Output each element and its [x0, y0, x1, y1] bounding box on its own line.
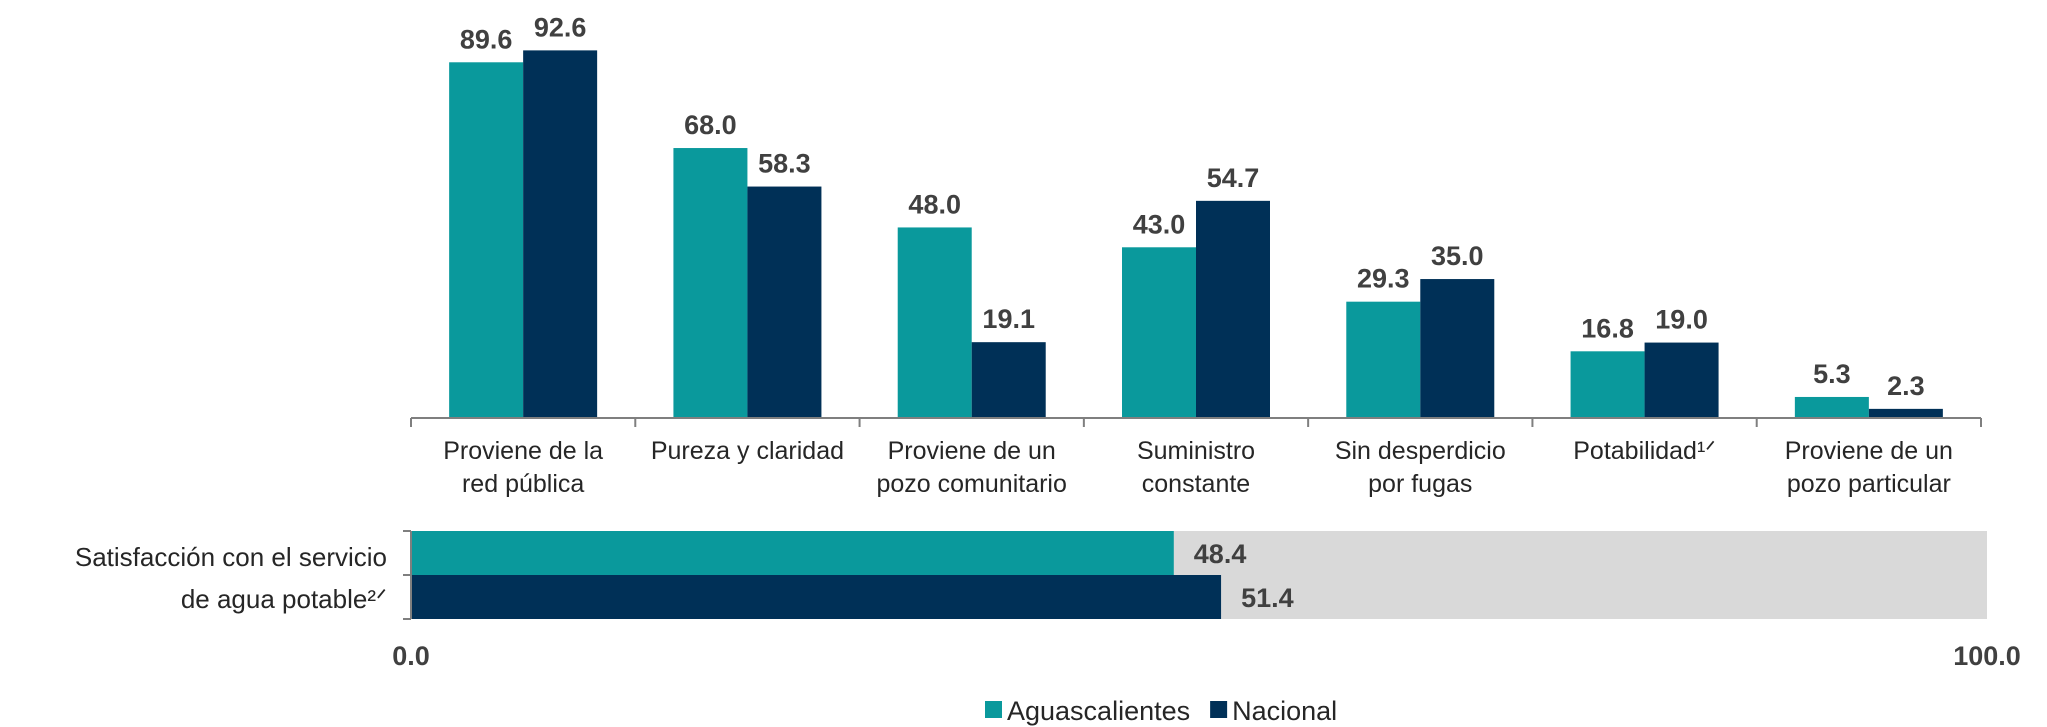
- bar: [897, 227, 972, 418]
- x-tick-label: Proviene de un pozo comunitario: [876, 437, 1067, 498]
- value-label: 5.3: [1813, 359, 1851, 389]
- bar: [1868, 408, 1943, 418]
- x-tick-label: Sin desperdicio por fugas: [1334, 437, 1506, 498]
- value-label: 51.4: [1241, 583, 1294, 613]
- bar: [449, 62, 524, 419]
- bar: [1346, 301, 1421, 418]
- bar: [1644, 342, 1719, 418]
- x-tick-label: 0.0: [392, 641, 430, 671]
- x-tick-label: Suministro constante: [1136, 437, 1256, 498]
- bar: [1196, 200, 1270, 418]
- x-tick-label: Pureza y claridad: [650, 437, 844, 465]
- x-tick-label: 100.0: [1953, 641, 2021, 671]
- bar: [747, 186, 822, 418]
- value-label: 19.1: [982, 304, 1035, 334]
- bar: [1122, 247, 1196, 418]
- value-label: 35.0: [1431, 241, 1484, 271]
- x-tick-label: Proviene de la red pública: [443, 437, 604, 498]
- legend-swatch: [985, 701, 1002, 718]
- legend-swatch: [1210, 701, 1228, 718]
- value-label: 2.3: [1887, 371, 1925, 401]
- bar: [1420, 279, 1495, 418]
- x-tick-label: Proviene de un pozo particular: [1784, 437, 1953, 498]
- value-label: 19.0: [1655, 305, 1708, 335]
- value-label: 16.8: [1581, 313, 1634, 343]
- bar: [523, 50, 598, 419]
- bar: [1570, 351, 1645, 418]
- value-label: 92.6: [534, 12, 587, 42]
- value-label: 48.4: [1194, 539, 1247, 569]
- value-label: 89.6: [460, 24, 513, 54]
- bar: [411, 575, 1222, 619]
- value-label: 54.7: [1207, 163, 1260, 193]
- x-tick-label: Potabilidad¹ᐟ: [1573, 437, 1716, 465]
- value-label: 48.0: [908, 189, 961, 219]
- legend-label: Aguascalientes: [1007, 696, 1190, 726]
- bar: [411, 531, 1174, 575]
- bar: [673, 148, 748, 419]
- value-label: 58.3: [758, 149, 811, 179]
- value-label: 43.0: [1133, 209, 1186, 239]
- value-label: 68.0: [684, 110, 737, 140]
- y-tick-label: Satisfacción con el servicio de agua pot…: [74, 542, 387, 614]
- bar: [971, 342, 1046, 418]
- legend-label: Nacional: [1232, 696, 1337, 726]
- value-label: 29.3: [1357, 264, 1410, 294]
- bar: [1794, 396, 1869, 418]
